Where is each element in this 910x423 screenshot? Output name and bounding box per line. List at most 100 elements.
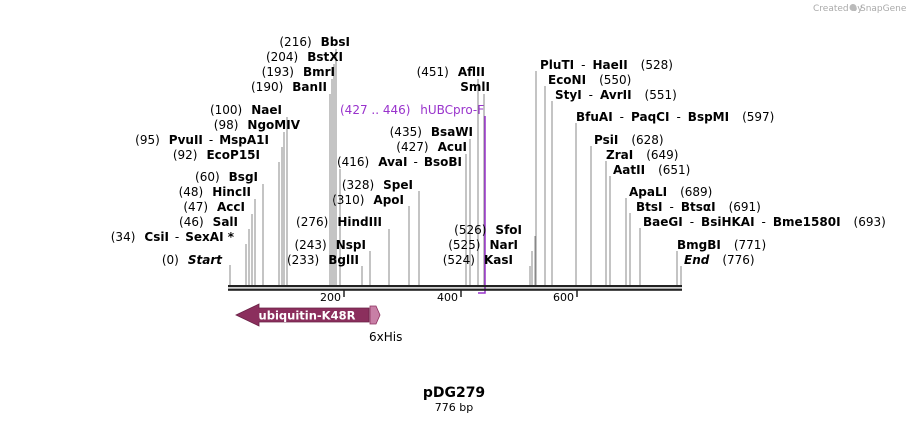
site-label[interactable]: EcoNI (550) bbox=[548, 73, 631, 87]
site-label[interactable]: (310) ApoI bbox=[332, 193, 404, 207]
site-enzyme-name: NgoMIV bbox=[247, 118, 300, 132]
feature-arrow-icon bbox=[235, 303, 370, 327]
site-enzyme-name: BfuAI bbox=[576, 110, 613, 124]
site-position: (216) bbox=[279, 35, 311, 49]
site-label[interactable]: AatII (651) bbox=[613, 163, 690, 177]
site-label[interactable]: End (776) bbox=[684, 253, 755, 267]
site-separator: - bbox=[676, 110, 680, 124]
site-enzyme-name: StyI bbox=[555, 88, 582, 102]
feature-ubiquitin[interactable]: ubiquitin-K48R bbox=[235, 303, 370, 327]
site-label[interactable]: ApaLI (689) bbox=[629, 185, 712, 199]
site-label[interactable]: (100) NaeI bbox=[210, 103, 282, 117]
site-enzyme-name: AvrII bbox=[600, 88, 632, 102]
site-label[interactable]: (0) Start bbox=[162, 253, 223, 267]
site-label[interactable]: StyI - AvrII (551) bbox=[555, 88, 677, 102]
site-label[interactable]: (92) EcoP15I bbox=[173, 148, 260, 162]
site-enzyme-name: BtsαI bbox=[681, 200, 716, 214]
site-label[interactable]: BmgBI (771) bbox=[677, 238, 766, 252]
site-label[interactable]: (451) AflII bbox=[417, 65, 485, 79]
site-enzyme-name: BmgBI bbox=[677, 238, 721, 252]
backbone bbox=[228, 285, 682, 291]
axis: 200 400 600 bbox=[320, 290, 578, 304]
snapgene-logo-icon bbox=[849, 4, 857, 11]
site-label[interactable]: SmlI bbox=[460, 80, 490, 94]
site-position: (310) bbox=[332, 193, 364, 207]
site-lines bbox=[229, 49, 682, 286]
site-label[interactable]: (328) SpeI bbox=[342, 178, 413, 192]
site-label[interactable]: (416) AvaI - BsoBI bbox=[337, 155, 462, 169]
primer-name: hUBCpro-F bbox=[420, 103, 484, 117]
site-enzyme-name: BsoBI bbox=[424, 155, 462, 169]
site-label[interactable]: PsiI (628) bbox=[594, 133, 664, 147]
site-label[interactable]: (216) BbsI bbox=[279, 35, 350, 49]
site-label[interactable]: (427) AcuI bbox=[396, 140, 467, 154]
site-position: (524) bbox=[443, 253, 475, 267]
site-enzyme-name: BspMI bbox=[688, 110, 729, 124]
site-enzyme-name: SfoI bbox=[495, 223, 522, 237]
site-label[interactable]: BfuAI - PaqCI - BspMI (597) bbox=[576, 110, 774, 124]
site-enzyme-name: PvuII bbox=[169, 133, 203, 147]
site-label[interactable]: PluTI - HaeII (528) bbox=[540, 58, 673, 72]
feature-label: ubiquitin-K48R bbox=[259, 309, 356, 323]
site-label[interactable]: (46) SalI bbox=[179, 215, 238, 229]
site-enzyme-name: HindIII bbox=[337, 215, 382, 229]
site-label[interactable]: BtsI - BtsαI (691) bbox=[636, 200, 761, 214]
site-enzyme-name: NarI bbox=[489, 238, 518, 252]
site-enzyme-name: BmrI bbox=[303, 65, 335, 79]
site-enzyme-name: KasI bbox=[484, 253, 513, 267]
site-label[interactable]: (190) BanII bbox=[251, 80, 327, 94]
site-enzyme-name: SpeI bbox=[383, 178, 413, 192]
site-position: (95) bbox=[135, 133, 160, 147]
site-position: (46) bbox=[179, 215, 204, 229]
site-enzyme-name: ApaLI bbox=[629, 185, 667, 199]
site-position: (34) bbox=[111, 230, 136, 244]
site-separator: - bbox=[175, 230, 179, 244]
site-enzyme-name: PsiI bbox=[594, 133, 618, 147]
site-position: (328) bbox=[342, 178, 374, 192]
site-label[interactable]: (98) NgoMIV bbox=[214, 118, 301, 132]
site-label[interactable]: (204) BstXI bbox=[266, 50, 343, 64]
site-position: (649) bbox=[646, 148, 678, 162]
site-label[interactable]: (526) SfoI bbox=[454, 223, 522, 237]
site-position: (451) bbox=[417, 65, 449, 79]
svg-text:(427 .. 446) hUBCpro-F: (427 .. 446) hUBCpro-F bbox=[340, 103, 484, 117]
site-label[interactable]: (60) BsgI bbox=[195, 170, 258, 184]
site-position: (691) bbox=[729, 200, 761, 214]
plasmid-name: pDG279 bbox=[423, 385, 485, 401]
site-label[interactable]: (193) BmrI bbox=[262, 65, 335, 79]
site-label[interactable]: BaeGI - BsiHKAI - Bme1580I (693) bbox=[643, 215, 886, 229]
axis-tick-600: 600 bbox=[553, 291, 574, 304]
site-label[interactable]: (276) HindIII bbox=[296, 215, 382, 229]
site-position: (771) bbox=[734, 238, 766, 252]
site-label[interactable]: (243) NspI bbox=[294, 238, 366, 252]
site-enzyme-name: ZraI bbox=[606, 148, 633, 162]
site-position: (190) bbox=[251, 80, 283, 94]
credit-brand: SnapGene bbox=[860, 4, 907, 14]
site-label[interactable]: (233) BglII bbox=[287, 253, 359, 267]
site-enzyme-name: HaeII bbox=[592, 58, 627, 72]
site-enzyme-name: MspA1I bbox=[219, 133, 269, 147]
site-enzyme-name: PluTI bbox=[540, 58, 574, 72]
site-label[interactable]: (435) BsaWI bbox=[390, 125, 473, 139]
site-enzyme-name: BbsI bbox=[321, 35, 350, 49]
site-enzyme-name: BstXI bbox=[307, 50, 343, 64]
feature-6xhis[interactable]: 6xHis bbox=[369, 305, 402, 344]
site-label[interactable]: (34) CsiI - SexAI * bbox=[111, 230, 235, 244]
site-label[interactable]: (47) AccI bbox=[183, 200, 245, 214]
site-label[interactable]: (95) PvuII - MspA1I bbox=[135, 133, 269, 147]
site-separator: - bbox=[414, 155, 418, 169]
site-label[interactable]: (525) NarI bbox=[448, 238, 518, 252]
site-separator: - bbox=[589, 88, 593, 102]
site-label[interactable]: (524) KasI bbox=[443, 253, 513, 267]
site-enzyme-name: SexAI * bbox=[185, 230, 234, 244]
site-label[interactable]: ZraI (649) bbox=[606, 148, 678, 162]
site-enzyme-name: SmlI bbox=[460, 80, 490, 94]
credit-text: Created by bbox=[813, 4, 863, 14]
primer-hubcpro-f[interactable]: (427 .. 446) hUBCpro-F bbox=[340, 103, 486, 294]
site-label[interactable]: (48) HincII bbox=[179, 185, 251, 199]
site-enzyme-name: ApoI bbox=[373, 193, 404, 207]
feature-label: 6xHis bbox=[369, 330, 402, 344]
site-separator: - bbox=[670, 200, 674, 214]
site-enzyme-name: Start bbox=[188, 253, 223, 267]
site-position: (597) bbox=[742, 110, 774, 124]
